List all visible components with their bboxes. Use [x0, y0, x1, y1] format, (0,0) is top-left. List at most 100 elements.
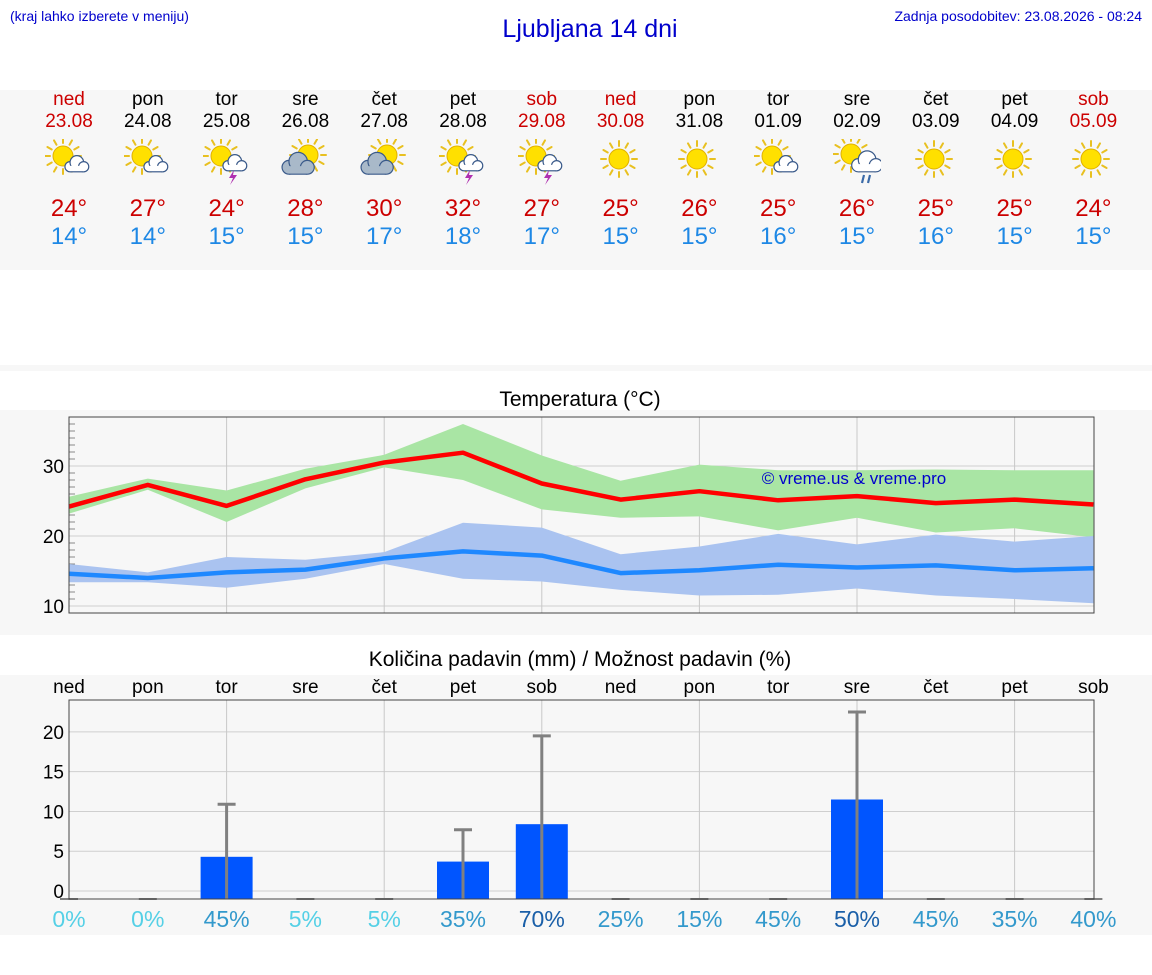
sun-icon [1072, 140, 1111, 178]
precip-probability: 70% [519, 906, 565, 932]
min-temp: 15° [681, 223, 718, 250]
max-temp: 25° [996, 195, 1033, 222]
cloud-sun-icon [360, 139, 407, 175]
day-forecast: ned 30.08 25° 15° [581, 89, 661, 251]
day-label: čet [372, 677, 398, 698]
plot-frame [68, 699, 1095, 900]
cloud-sun-icon [360, 139, 407, 175]
day-name: pet [1001, 89, 1028, 110]
sun-rays [678, 140, 717, 178]
cloud-shape [851, 150, 881, 173]
min-temp: 15° [208, 223, 245, 250]
sun-rain-icon [833, 139, 881, 184]
day-label: sre [844, 677, 870, 698]
day-date: 24.08 [124, 111, 172, 132]
day-date: 30.08 [596, 111, 645, 132]
watermark: © vreme.us & vreme.pro [762, 469, 946, 488]
plot-frame [68, 416, 1095, 614]
temperature-chart: 10 20 30 © vreme.us & vreme.pro [43, 416, 1095, 618]
cloud-shape [64, 155, 90, 173]
max-temp: 24° [1075, 195, 1112, 222]
sun-icon [914, 140, 953, 178]
precip-probability: 0% [52, 906, 85, 932]
sun-thunder-icon [517, 139, 563, 185]
sun-icon [678, 140, 717, 178]
y-tick-label: 20 [43, 527, 64, 548]
y-tick-label: 10 [43, 597, 64, 618]
sun-thunder-icon [202, 139, 247, 185]
sun-cloud-icon [123, 139, 169, 175]
cloud-shape [360, 151, 395, 175]
precip-probability: 45% [204, 906, 250, 932]
day-date: 25.08 [202, 111, 251, 132]
lightning-bolt [543, 170, 552, 185]
day-name: ned [53, 89, 85, 110]
day-forecast: čet 27.08 30° 17° [344, 89, 424, 251]
day-forecast: pon 24.08 27° 14° [108, 89, 188, 251]
sun-icon [993, 140, 1032, 178]
min-temp: 16° [917, 223, 954, 250]
y-tick-label: 0 [53, 882, 64, 903]
cloud-sun-icon [281, 139, 328, 175]
day-label: sob [526, 677, 557, 698]
day-date: 02.09 [833, 111, 881, 132]
day-name: sre [292, 89, 319, 110]
min-temp: 14° [129, 223, 166, 250]
precip-probability: 25% [598, 906, 644, 932]
sun-thunder-icon [439, 139, 484, 185]
day-forecast: sre 02.09 26° 15° [817, 89, 897, 251]
sun-cloud-icon [45, 139, 90, 175]
lightning-bolt [228, 170, 237, 185]
cloud-sun-icon [281, 139, 328, 175]
day-date: 26.08 [281, 111, 330, 132]
max-temp: 24° [50, 195, 88, 222]
min-temp: 18° [444, 223, 482, 250]
day-label: tor [216, 677, 239, 698]
day-date: 27.08 [360, 111, 408, 132]
y-tick-label: 20 [43, 723, 64, 744]
sun-rain-icon [833, 139, 881, 184]
min-temp: 15° [838, 223, 876, 250]
day-name: pon [683, 89, 716, 110]
day-date: 05.09 [1069, 111, 1118, 132]
precip-probability: 50% [834, 906, 880, 932]
precip-probability: 45% [755, 906, 801, 932]
min-temp: 15° [602, 223, 639, 250]
sun-icon [914, 140, 953, 178]
day-date: 04.09 [990, 111, 1039, 132]
day-date: 29.08 [518, 111, 566, 132]
lightning-bolt [465, 170, 473, 185]
day-name: pet [449, 89, 477, 110]
cloud-shape [773, 155, 799, 173]
max-temp: 27° [129, 195, 166, 222]
sun-rays [914, 140, 953, 178]
day-name: sob [526, 89, 558, 110]
max-temp: 32° [444, 195, 482, 222]
precipitation-chart-title: Količina padavin (mm) / Možnost padavin … [368, 648, 792, 671]
day-label: pon [132, 677, 164, 698]
day-forecast: pon 31.08 26° 15° [659, 89, 739, 251]
day-date: 03.09 [912, 111, 960, 132]
sun-cloud-icon [45, 139, 90, 175]
cloud-shape [143, 155, 169, 173]
sun-rays [1072, 140, 1111, 178]
max-temp-range [69, 424, 1094, 538]
day-label: pon [684, 677, 716, 698]
min-temp-line [68, 549, 1094, 581]
day-label: čet [923, 677, 949, 698]
sun-rays [993, 140, 1032, 178]
precip-probability: 35% [992, 906, 1038, 932]
sun-thunder-icon [202, 139, 247, 185]
sun-icon [678, 140, 717, 178]
max-temp: 27° [523, 195, 560, 222]
temperature-chart-title: Temperatura (°C) [499, 388, 661, 411]
cloud-shape [221, 154, 247, 172]
day-label: sob [1078, 677, 1109, 698]
y-tick-label: 10 [43, 802, 64, 823]
min-temp: 16° [760, 223, 797, 250]
max-temp: 25° [760, 195, 797, 222]
max-temp-line [68, 450, 1094, 509]
max-temp: 25° [917, 195, 954, 222]
day-label: ned [605, 677, 637, 698]
max-temp: 24° [208, 195, 245, 222]
